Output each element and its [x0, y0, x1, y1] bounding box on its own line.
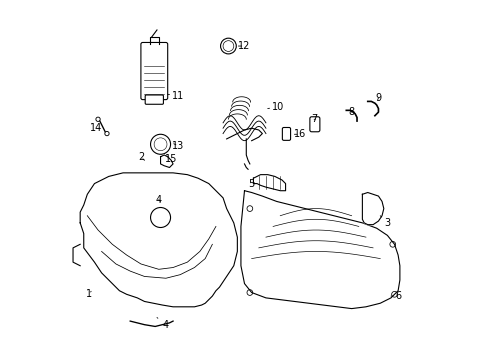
Polygon shape: [241, 191, 399, 309]
Text: 9: 9: [375, 93, 381, 103]
Text: 2: 2: [138, 152, 144, 162]
Polygon shape: [253, 175, 285, 191]
Text: 13: 13: [172, 141, 184, 151]
Text: 15: 15: [165, 154, 177, 163]
Text: 10: 10: [267, 102, 284, 112]
Text: 7: 7: [310, 114, 317, 124]
FancyBboxPatch shape: [309, 117, 319, 132]
Polygon shape: [362, 193, 383, 225]
Polygon shape: [80, 173, 237, 307]
Circle shape: [96, 117, 100, 121]
Text: 3: 3: [380, 216, 389, 228]
FancyBboxPatch shape: [141, 42, 167, 100]
Text: 11: 11: [167, 91, 184, 101]
Text: 16: 16: [293, 129, 305, 139]
Polygon shape: [160, 155, 173, 167]
Text: 4: 4: [157, 318, 169, 330]
Text: 5: 5: [248, 179, 254, 189]
Text: 6: 6: [390, 291, 400, 301]
Circle shape: [104, 131, 109, 136]
Text: 12: 12: [238, 41, 250, 51]
Text: 4: 4: [155, 195, 162, 204]
Text: 14: 14: [90, 123, 102, 133]
Text: 8: 8: [348, 107, 354, 117]
FancyBboxPatch shape: [282, 127, 290, 140]
Text: 1: 1: [86, 289, 92, 299]
FancyBboxPatch shape: [145, 95, 163, 104]
